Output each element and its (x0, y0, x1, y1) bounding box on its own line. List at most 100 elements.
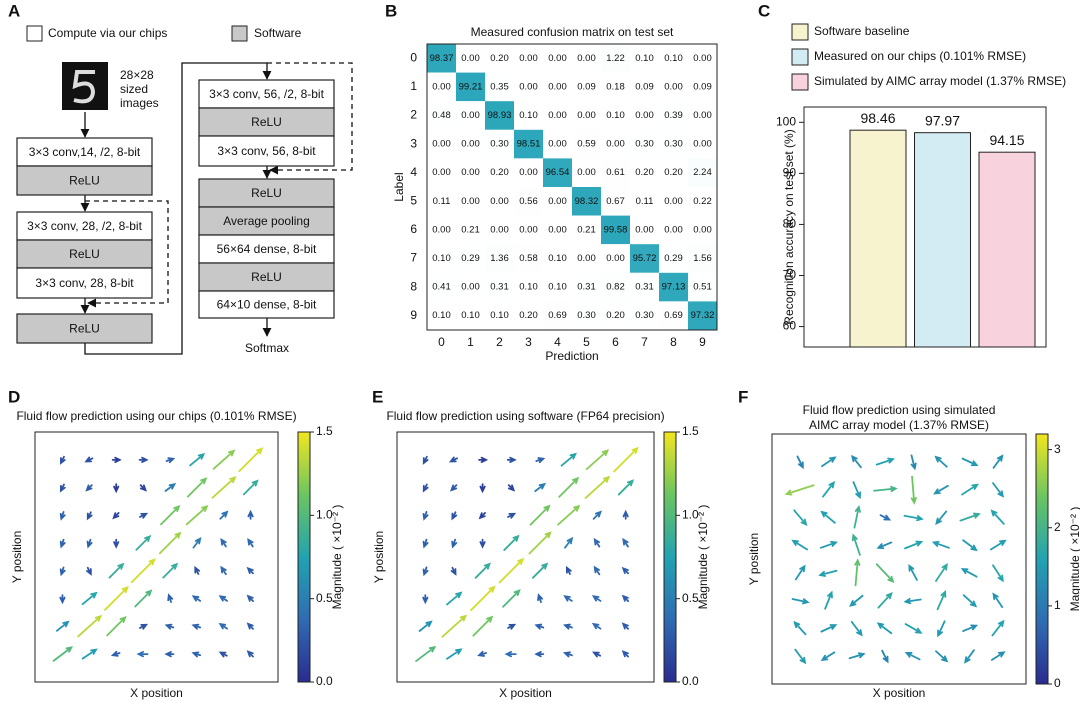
cell-label: 0.00 (664, 196, 683, 207)
arrow (793, 620, 807, 636)
arrow (55, 620, 70, 632)
heatmap-cell (659, 44, 688, 73)
heatmap-cell (630, 101, 659, 130)
heatmap-cell (630, 72, 659, 102)
arrow (59, 566, 66, 577)
cell-label: 0.00 (461, 53, 480, 64)
arrow (819, 540, 838, 549)
arrow (854, 558, 861, 587)
arrow (593, 537, 601, 548)
value-label: 94.15 (989, 132, 1024, 148)
bar (978, 151, 1036, 348)
cell-label: 0.30 (490, 139, 509, 150)
cell-label: 0.31 (577, 282, 596, 293)
plot-frame (771, 433, 1027, 685)
heatmap-cell (688, 301, 717, 330)
block (16, 137, 153, 167)
heatmap-cell (485, 72, 514, 102)
heatmap-cell (659, 215, 688, 245)
heatmap-cell (427, 44, 456, 73)
block-label: ReLU (69, 322, 100, 336)
block-label: ReLU (251, 270, 282, 284)
cell-label: 0.11 (433, 196, 451, 207)
heatmap-cell (485, 44, 514, 73)
arrow (191, 595, 202, 602)
arrow (961, 457, 979, 467)
arrow (873, 485, 898, 493)
heatmap-cell (485, 101, 514, 130)
block (198, 178, 335, 208)
arrow (796, 455, 804, 470)
arrow (992, 592, 1004, 609)
arrow (784, 484, 815, 496)
arrow (935, 650, 949, 663)
colorbar-tick-label: 0.0 (682, 674, 699, 688)
arrow (86, 566, 92, 576)
block (16, 239, 153, 269)
heatmap-cell (572, 244, 601, 273)
block-label: 3×3 conv, 56, /2, 8-bit (209, 87, 325, 101)
colorbar-tick-label: 1.5 (316, 424, 333, 438)
block-label: ReLU (69, 174, 100, 188)
cell-label: 0.59 (577, 139, 596, 150)
cell-label: 0.00 (519, 167, 538, 178)
arrow (903, 514, 924, 522)
panel-label: C (758, 1, 770, 20)
cell-label: 0.09 (577, 81, 596, 92)
arrow (875, 457, 895, 466)
y-tick-label: 70 (783, 268, 797, 282)
arrow (106, 615, 127, 637)
arrow (529, 504, 551, 526)
heatmap-cell (485, 215, 514, 245)
cell-label: 0.41 (432, 282, 451, 293)
arrow (910, 454, 917, 471)
heatmap-cell (572, 272, 601, 302)
arrow (613, 446, 639, 473)
block-label: 3×3 conv, 28, 8-bit (35, 276, 134, 290)
legend-swatch (26, 25, 43, 42)
arrow (992, 482, 1004, 498)
heatmap-cell (688, 187, 717, 216)
arrow (585, 449, 610, 471)
heatmap-cell (456, 129, 485, 159)
heatmap-cell (688, 72, 717, 102)
arrow (621, 650, 630, 658)
arrow (617, 479, 635, 496)
arrow (506, 456, 517, 463)
heatmap-cell (688, 101, 717, 130)
heatmap-cell (514, 158, 543, 187)
arrow (989, 539, 1007, 551)
colorbar-label: Magnitude ( ×10⁻² ) (330, 505, 344, 610)
arrow (111, 456, 122, 463)
arrow (104, 585, 129, 611)
arrow (534, 482, 547, 492)
arrow (422, 566, 429, 577)
arrow (135, 534, 152, 551)
x-axis-label: X position (130, 686, 183, 700)
heatmap-cell (485, 129, 514, 159)
heatmap-cell (485, 272, 514, 302)
arrow (935, 510, 948, 525)
colorbar-tick-label: 0 (1054, 676, 1061, 690)
arrow (194, 565, 201, 575)
heatmap-cell (601, 187, 630, 216)
arrow (621, 622, 630, 630)
arrow (113, 538, 120, 549)
cell-label: 0.00 (432, 139, 451, 150)
arrow (81, 648, 98, 660)
heatmap-cell (543, 187, 572, 216)
panel-label: A (8, 1, 20, 20)
arrow (422, 483, 429, 493)
heatmap-cell (572, 301, 601, 330)
connector (84, 62, 272, 355)
y-tick-label: 3 (410, 136, 417, 150)
cell-label: 0.20 (519, 310, 538, 321)
arrow (534, 651, 545, 658)
cell-label: 0.00 (519, 81, 538, 92)
heatmap-cell (601, 101, 630, 130)
arrow (507, 484, 516, 492)
arrow (84, 456, 94, 463)
arrow (507, 512, 517, 519)
arrow (451, 511, 458, 521)
block (198, 234, 335, 264)
